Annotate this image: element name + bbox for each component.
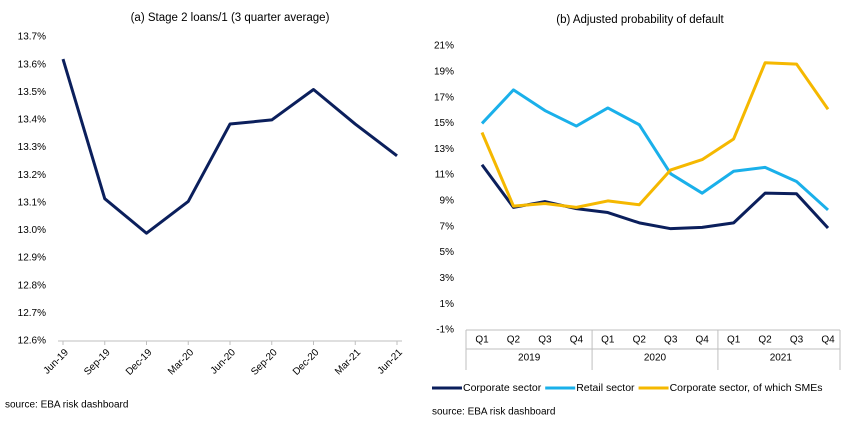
y-tick-label: 19% [434,66,454,77]
x-tick-label: Sep-19 [82,347,113,378]
x-tick-label: Q1 [727,335,741,346]
x-tick-label: Mar-20 [166,347,196,377]
y-tick-label: 13.5% [18,87,46,98]
x-tick-label: Dec-19 [124,347,155,378]
y-tick-label: 12.6% [18,336,46,347]
x-tick-label: Q4 [696,335,710,346]
x-tick-label: Q2 [758,335,772,346]
y-tick-label: 17% [434,92,454,103]
y-tick-label: 21% [434,41,454,52]
group-label: 2019 [518,353,541,364]
x-tick-label: Jun-19 [42,347,72,377]
y-tick-label: 13% [434,144,454,155]
y-tick-label: 13.7% [18,32,46,43]
x-tick-label: Jun-21 [376,347,406,377]
x-tick-label: Sep-20 [249,347,280,378]
x-tick-label: Jun-20 [209,347,239,377]
x-tick-label: Q3 [664,335,678,346]
y-tick-label: 1% [440,299,455,310]
x-tick-label: Q4 [821,335,835,346]
y-tick-label: 12.8% [18,280,46,291]
x-tick-label: Q2 [633,335,647,346]
data-line [480,61,830,209]
data-line [480,88,830,212]
x-tick-label: Q3 [790,335,804,346]
y-tick-label: 7% [440,221,455,232]
x-tick-label: Q1 [475,335,489,346]
x-tick-label: Q4 [570,335,584,346]
y-tick-label: 5% [440,247,455,258]
chart-title: (a) Stage 2 loans/1 (3 quarter average) [131,12,330,24]
x-tick-label: Q2 [507,335,521,346]
y-tick-label: 9% [440,196,455,207]
legend-label: Corporate sector [463,382,542,394]
y-tick-label: 13.1% [18,197,46,208]
y-tick-label: 13.3% [18,142,46,153]
chart-title: (b) Adjusted probability of default [556,14,724,26]
source-note: source: EBA risk dashboard [5,400,128,411]
x-tick-label: Q3 [538,335,552,346]
y-tick-label: 13.2% [18,170,46,181]
legend-label: Corporate sector, of which SMEs [670,382,823,394]
y-tick-label: 13.0% [18,225,46,236]
y-tick-label: 11% [435,170,454,181]
y-tick-label: 13.4% [18,115,46,126]
group-label: 2020 [644,353,667,364]
legend-label: Retail sector [576,382,635,394]
group-label: 2021 [770,353,793,364]
x-tick-label: Dec-20 [291,347,322,378]
source-note: source: EBA risk dashboard [432,407,555,418]
y-tick-label: -1% [436,325,454,336]
y-tick-label: 13.6% [18,59,46,70]
y-tick-label: 12.9% [18,253,46,264]
data-line [61,58,398,235]
y-tick-label: 12.7% [18,308,46,319]
y-tick-label: 15% [434,118,454,129]
y-tick-label: 3% [440,273,455,284]
x-tick-label: Q1 [601,335,615,346]
data-line [480,163,830,231]
x-tick-label: Mar-21 [333,347,363,377]
